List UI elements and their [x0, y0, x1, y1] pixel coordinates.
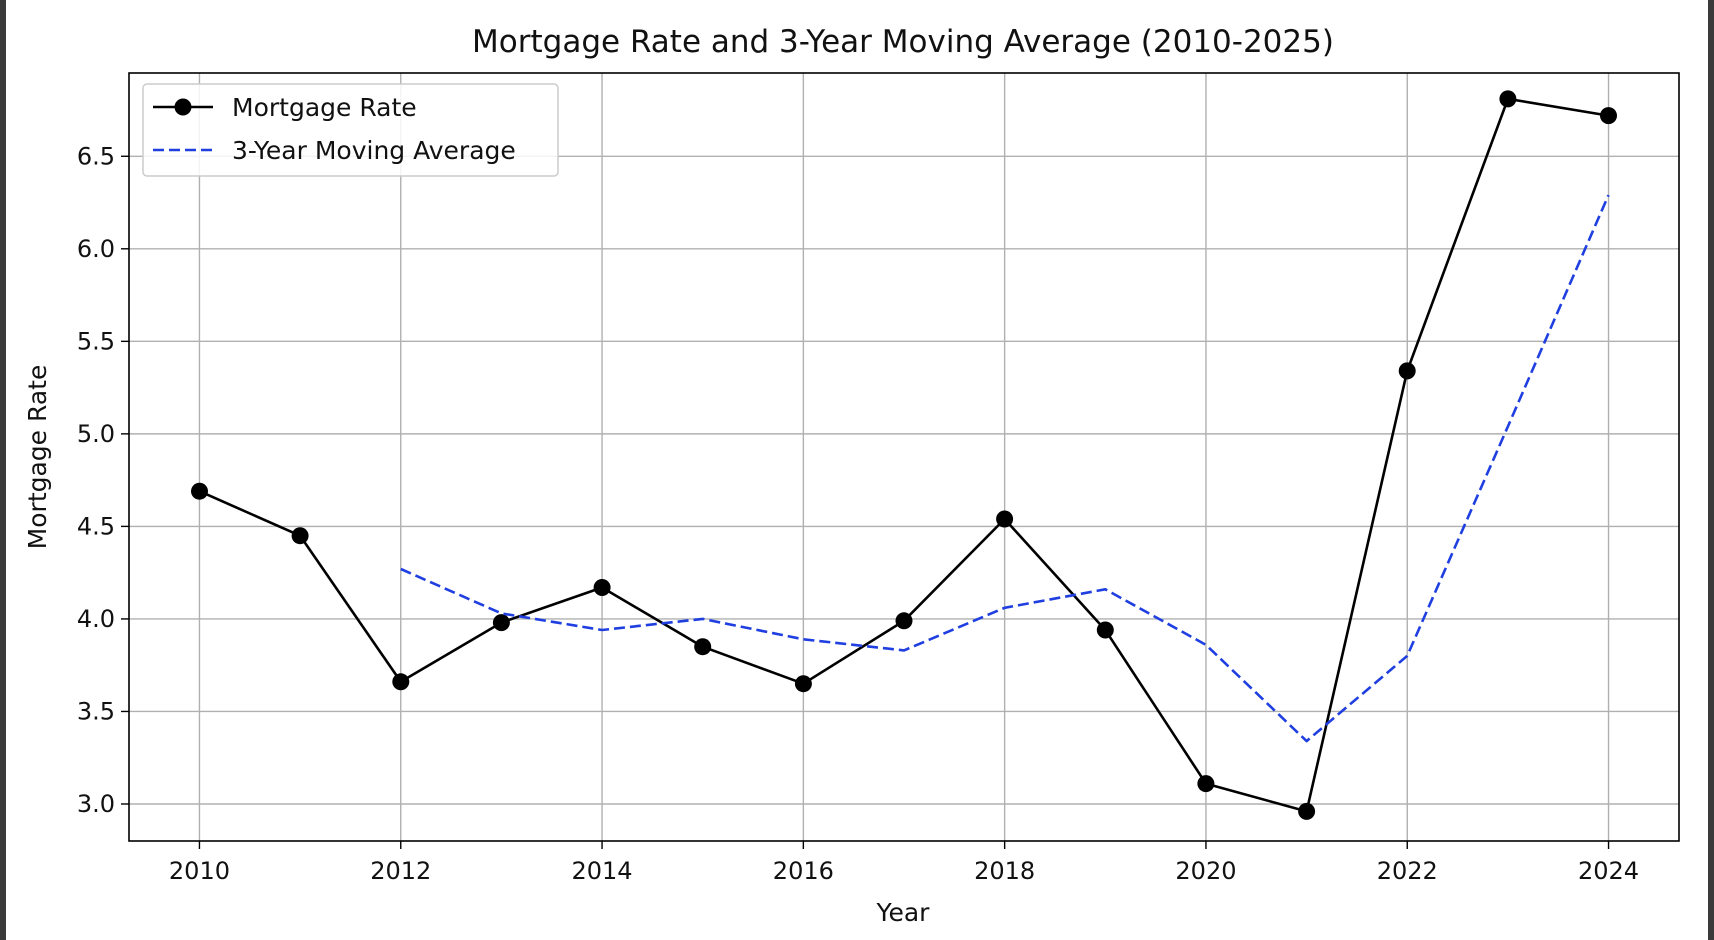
y-tick-label: 6.5	[77, 142, 115, 170]
y-tick-label: 5.0	[77, 420, 115, 448]
y-tick-label: 3.5	[77, 697, 115, 725]
chart-title: Mortgage Rate and 3-Year Moving Average …	[472, 24, 1334, 60]
y-tick-label: 5.5	[77, 327, 115, 355]
y-axis-label: Mortgage Rate	[23, 365, 52, 550]
data-point-mortgage-rate	[492, 614, 510, 632]
x-tick-label: 2016	[773, 857, 834, 885]
x-tick-label: 2018	[974, 857, 1035, 885]
legend-box	[142, 83, 559, 177]
y-tick-label: 4.5	[77, 512, 115, 540]
data-point-mortgage-rate	[1197, 775, 1215, 793]
data-point-mortgage-rate	[191, 482, 208, 500]
ticks: 2010 2012 2014 2016 2018 2020 2022 2024 3.0 3.5 4.…	[77, 142, 1639, 885]
y-tick-label: 4.0	[77, 605, 115, 633]
data-point-mortgage-rate	[694, 638, 712, 656]
legend: Mortgage Rate 3-Year Moving Average	[142, 83, 559, 177]
data-point-mortgage-rate	[291, 527, 309, 545]
series-line-3-year-moving-average	[400, 194, 1610, 743]
legend-marker-mortgage-rate	[174, 98, 192, 116]
data-point-mortgage-rate	[1398, 362, 1416, 380]
data-point-mortgage-rate	[392, 673, 410, 691]
data-point-mortgage-rate	[1096, 621, 1114, 639]
x-tick-label: 2010	[169, 857, 230, 885]
legend-label-mortgage-rate: Mortgage Rate	[232, 93, 417, 122]
series-layer	[191, 90, 1617, 820]
data-point-mortgage-rate	[996, 510, 1014, 528]
plot-frame	[128, 72, 1680, 842]
x-tick-label: 2024	[1578, 857, 1639, 885]
data-point-mortgage-rate	[1600, 107, 1617, 125]
x-tick-label: 2022	[1377, 857, 1438, 885]
data-point-mortgage-rate	[794, 675, 812, 693]
plot-area	[129, 73, 1679, 841]
data-point-mortgage-rate	[1499, 90, 1517, 108]
y-tick-label: 3.0	[77, 790, 115, 818]
data-point-mortgage-rate	[895, 612, 913, 630]
data-point-mortgage-rate	[1298, 802, 1316, 820]
data-point-mortgage-rate	[593, 579, 611, 596]
x-tick-label: 2014	[572, 857, 633, 885]
x-tick-label: 2012	[370, 857, 431, 885]
legend-label-moving-average: 3-Year Moving Average	[232, 136, 516, 165]
x-axis-label: Year	[876, 898, 931, 927]
y-tick-label: 6.0	[77, 235, 115, 263]
x-tick-label: 2020	[1175, 857, 1236, 885]
